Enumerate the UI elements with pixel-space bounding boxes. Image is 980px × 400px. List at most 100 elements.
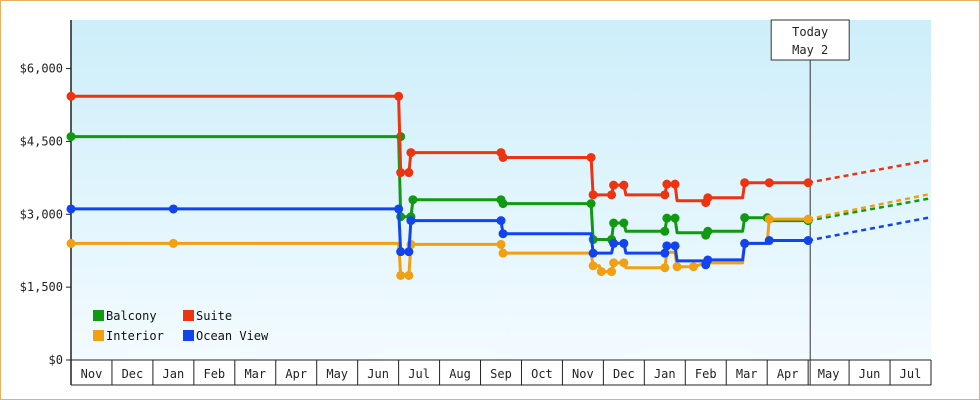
series-2-point-7: [588, 261, 598, 271]
series-projection-0: [807, 197, 932, 222]
series-2-point-18: [803, 214, 813, 224]
series-3-point-13: [670, 241, 680, 251]
x-tick-label-7: Jun: [367, 367, 389, 381]
series-3-point-8: [588, 248, 598, 258]
series-projection-2: [807, 192, 932, 221]
series-2-point-5: [496, 239, 506, 249]
series-3-point-17: [764, 236, 774, 246]
series-0-point-0: [66, 132, 76, 142]
series-2-point-17: [764, 214, 774, 224]
series-0-point-7: [586, 199, 596, 209]
series-1-point-19: [803, 178, 813, 188]
series-2-point-8: [596, 267, 606, 277]
legend: Balcony Suite Interior Ocean View: [93, 309, 269, 343]
series-3-point-9: [609, 238, 619, 248]
x-tick-label-1: Dec: [122, 367, 144, 381]
x-tick-label-19: Jun: [859, 367, 881, 381]
series-1-point-7: [586, 152, 596, 162]
series-2-point-11: [619, 258, 629, 268]
series-2-point-6: [498, 248, 508, 258]
series-line-3: [71, 207, 809, 263]
series-1: [66, 91, 932, 208]
series-1-point-9: [607, 190, 617, 200]
today-label-box: [770, 19, 850, 61]
series-1-point-17: [740, 178, 750, 188]
x-tick-label-13: Dec: [613, 367, 635, 381]
legend-label-2: Interior: [106, 329, 164, 343]
series-2-point-9: [607, 267, 617, 277]
series-line-2: [71, 217, 809, 277]
series-2-point-13: [672, 262, 682, 272]
y-tick-label-1: $1,500: [20, 280, 63, 294]
x-tick-label-0: Nov: [81, 367, 103, 381]
series-line-0: [71, 135, 809, 241]
x-tick-label-8: Jul: [408, 367, 430, 381]
series-1-point-13: [662, 179, 672, 189]
series-3-point-16: [740, 238, 750, 248]
x-tick-label-15: Feb: [695, 367, 717, 381]
series-2-point-10: [609, 258, 619, 268]
series-3-point-15: [703, 255, 713, 265]
series-3-point-1: [168, 204, 178, 214]
series-1-point-14: [670, 179, 680, 189]
series-2-point-1: [168, 238, 178, 248]
series-projection-3: [807, 215, 932, 242]
series-3-point-3: [396, 247, 406, 257]
series-0: [66, 132, 932, 245]
y-tick-label-0: $0: [49, 353, 63, 367]
series-2-point-3: [404, 270, 414, 280]
series-0-point-13: [662, 213, 672, 223]
series-0-point-10: [609, 218, 619, 228]
y-axis: $0 $1,500 $3,000 $4,500 $6,000: [20, 20, 72, 385]
series-1-point-4: [406, 148, 416, 158]
series-3-point-5: [406, 216, 416, 226]
today-label-line2: May 2: [792, 43, 828, 57]
series-3-point-0: [66, 204, 76, 214]
legend-swatch-0: [93, 310, 104, 321]
series-3-point-6: [496, 216, 506, 226]
series-0-point-11: [619, 218, 629, 228]
series-0-point-12: [660, 226, 670, 236]
x-axis: Nov Dec Jan Feb Mar Apr May Jun Jul Aug Sep Oct Nov D…: [70, 359, 932, 386]
legend-label-1: Suite: [196, 309, 232, 323]
series-3: [66, 204, 932, 270]
series-3-point-12: [662, 241, 672, 251]
series-2-point-0: [66, 238, 76, 248]
x-tick-label-5: Apr: [285, 367, 307, 381]
x-tick-label-18: May: [818, 367, 840, 381]
x-tick-label-14: Jan: [654, 367, 676, 381]
x-tick-label-6: May: [326, 367, 348, 381]
series-1-point-11: [619, 180, 629, 190]
x-tick-label-17: Apr: [777, 367, 799, 381]
series-1-point-16: [703, 193, 713, 203]
series-0-point-4: [408, 195, 418, 205]
legend-swatch-2: [93, 330, 104, 341]
x-tick-label-11: Oct: [531, 367, 553, 381]
legend-swatch-3: [183, 330, 194, 341]
series-3-point-10: [619, 238, 629, 248]
x-tick-label-20: Jul: [900, 367, 922, 381]
series-0-point-16: [703, 226, 713, 236]
series-2-point-14: [688, 262, 698, 272]
series-2-point-2: [396, 270, 406, 280]
series-1-point-6: [498, 152, 508, 162]
series-3-point-7: [498, 229, 508, 239]
legend-swatch-1: [183, 310, 194, 321]
series-1-point-0: [66, 91, 76, 101]
x-tick-label-2: Jan: [163, 367, 185, 381]
series-layer: [66, 91, 932, 280]
x-tick-label-10: Sep: [490, 367, 512, 381]
x-tick-label-4: Mar: [244, 367, 266, 381]
plot-area: [71, 20, 931, 360]
x-tick-label-16: Mar: [736, 367, 758, 381]
y-tick-label-2: $3,000: [20, 207, 63, 221]
x-tick-label-3: Feb: [203, 367, 225, 381]
series-0-point-6: [498, 199, 508, 209]
today-label-line1: Today: [792, 25, 828, 39]
series-3-point-2: [394, 204, 404, 214]
series-1-point-3: [404, 168, 414, 178]
y-tick-label-4: $6,000: [20, 62, 63, 76]
series-2-point-12: [660, 263, 670, 273]
series-1-point-1: [394, 91, 404, 101]
